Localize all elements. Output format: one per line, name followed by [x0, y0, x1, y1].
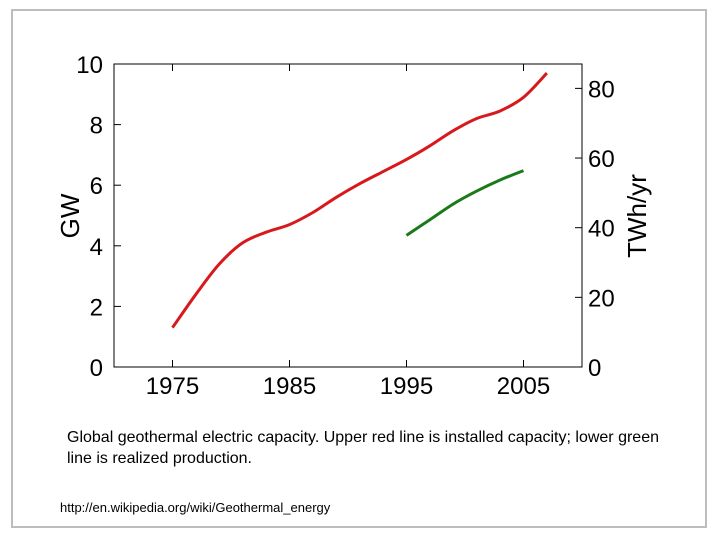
right-y-axis-label: TWh/yr — [622, 174, 652, 258]
source-link[interactable]: http://en.wikipedia.org/wiki/Geothermal_… — [60, 500, 331, 515]
geothermal-chart: 1975 1985 1995 2005 0 2 4 6 8 10 0 20 40 60 80 GW TW… — [55, 52, 652, 400]
figure-caption: Global geothermal electric capacity. Upp… — [67, 429, 659, 467]
installed-capacity-line — [171, 72, 548, 329]
right-y-tick-label: 20 — [588, 285, 615, 312]
left-y-tick-label: 2 — [90, 294, 103, 321]
x-axis-ticks: 1975 1985 1995 2005 — [146, 64, 550, 400]
slide-frame — [11, 9, 707, 528]
right-y-tick-label: 80 — [588, 76, 615, 103]
left-y-tick-label: 6 — [90, 173, 103, 200]
x-tick-label: 1995 — [380, 373, 433, 400]
left-y-axis-label: GW — [55, 193, 85, 238]
right-y-tick-label: 40 — [588, 216, 615, 243]
realized-production-line — [405, 169, 525, 237]
right-y-axis-ticks: 0 20 40 60 80 — [575, 76, 615, 382]
left-y-tick-label: 10 — [76, 52, 103, 79]
right-y-tick-label: 0 — [588, 355, 601, 382]
right-y-tick-label: 60 — [588, 146, 615, 173]
plot-area — [113, 63, 583, 368]
x-tick-label: 2005 — [497, 373, 550, 400]
left-y-tick-label: 0 — [90, 355, 103, 382]
left-y-tick-label: 4 — [90, 234, 103, 261]
left-y-tick-label: 8 — [90, 113, 103, 140]
left-y-axis-ticks: 0 2 4 6 8 10 — [76, 52, 121, 382]
series-lines — [171, 72, 548, 329]
x-tick-label: 1985 — [263, 373, 316, 400]
x-tick-label: 1975 — [146, 373, 199, 400]
